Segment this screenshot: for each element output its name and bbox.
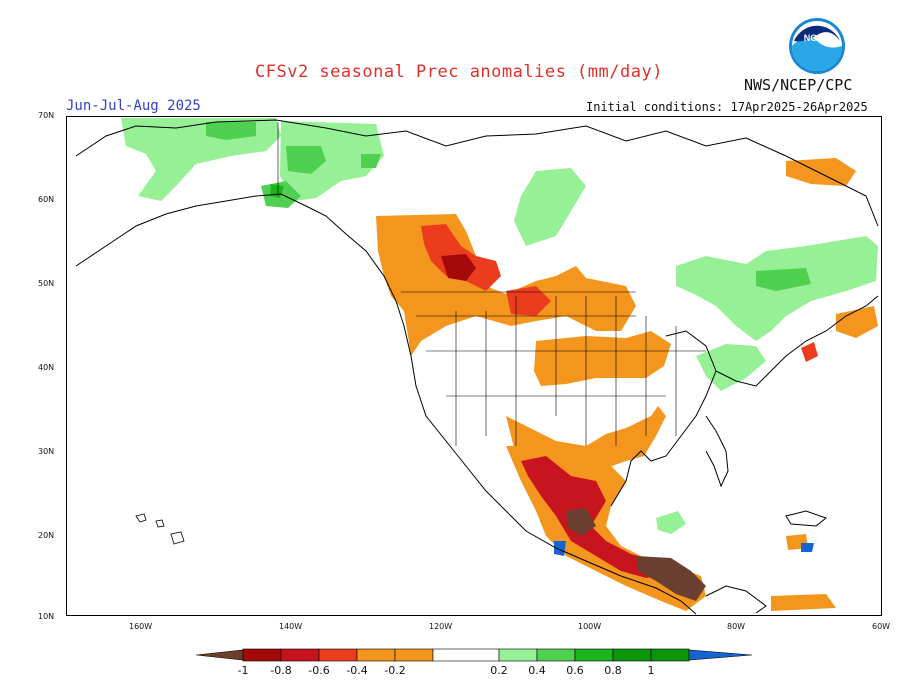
legend-swatch-p1	[498, 648, 538, 662]
anomaly-alaska-wet	[121, 118, 878, 534]
lon-label-80w: 80W	[727, 622, 746, 631]
anomaly-tropics-wet	[554, 541, 814, 556]
lat-label-50: 50N	[38, 279, 55, 288]
legend-label-p02: 0.2	[490, 664, 508, 677]
legend-label-m08: -0.8	[270, 664, 292, 677]
logo-text: NOAA	[804, 33, 831, 43]
legend-swatch-p4b	[650, 648, 690, 662]
lat-label-70: 70N	[38, 111, 55, 120]
legend-swatch-n4	[356, 648, 396, 662]
lon-label-100w: 100W	[578, 622, 602, 631]
legend-swatch-n3	[318, 648, 358, 662]
lon-label-140w: 140W	[279, 622, 303, 631]
noaa-logo: NOAA	[789, 18, 845, 74]
anomaly-mexico-dry-moderate	[521, 456, 666, 578]
anomaly-mexico-dry-strong	[566, 508, 706, 601]
legend-swatch-below	[196, 649, 244, 661]
lon-label-120w: 120W	[429, 622, 453, 631]
initial-conditions-label: Initial conditions: 17Apr2025-26Apr2025	[586, 100, 868, 114]
legend-swatch-n1	[242, 648, 282, 662]
legend-label-m1: -1	[237, 664, 249, 677]
legend-swatch-n4b	[394, 648, 434, 662]
state-borders	[277, 122, 706, 446]
lat-label-60: 60N	[38, 195, 55, 204]
legend-label-m02: -0.2	[384, 664, 406, 677]
hawaii	[135, 513, 185, 545]
legend-swatch-above	[688, 649, 753, 661]
legend-label-m06: -0.6	[308, 664, 330, 677]
agency-label: NWS/NCEP/CPC	[744, 76, 853, 94]
legend-swatch-p4	[612, 648, 652, 662]
legend-swatch-n2	[280, 648, 320, 662]
legend-swatch-p2	[536, 648, 576, 662]
legend-label-p08: 0.8	[604, 664, 622, 677]
legend-swatch-p3	[574, 648, 614, 662]
legend-label-p04: 0.4	[528, 664, 546, 677]
lat-label-40: 40N	[38, 363, 55, 372]
lon-label-160w: 160W	[129, 622, 153, 631]
lon-label-60w: 60W	[872, 622, 891, 631]
legend-label-p06: 0.6	[566, 664, 584, 677]
season-label: Jun-Jul-Aug 2025	[66, 98, 201, 114]
color-legend	[196, 648, 753, 662]
lat-label-30: 30N	[38, 447, 55, 456]
lat-label-10: 10N	[38, 612, 55, 621]
legend-label-p1: 1	[647, 664, 655, 677]
lat-label-20: 20N	[38, 531, 55, 540]
coastlines	[75, 119, 879, 615]
anomaly-nw-dry-strong	[441, 254, 476, 281]
legend-swatch-neutral	[432, 648, 500, 662]
legend-label-m04: -0.4	[346, 664, 368, 677]
map-title: CFSv2 seasonal Prec anomalies (mm/day)	[255, 62, 663, 82]
precip-anomaly-map	[66, 116, 882, 616]
